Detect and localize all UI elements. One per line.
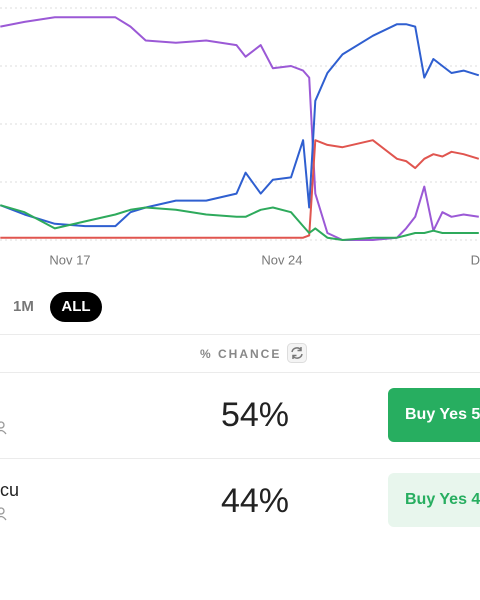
series-line xyxy=(0,204,479,241)
divider xyxy=(0,334,480,335)
chance-value: 44% xyxy=(220,482,290,520)
divider xyxy=(0,458,480,459)
divider xyxy=(0,372,480,373)
holder-icon xyxy=(0,421,7,435)
chance-value: 54% xyxy=(220,396,290,434)
series-line xyxy=(0,16,479,241)
outcome-name: cu xyxy=(0,480,20,500)
buy-yes-button[interactable]: Buy Yes 4 xyxy=(388,473,480,527)
chance-header: % CHANCE xyxy=(200,347,282,361)
holder-icon xyxy=(0,507,7,521)
chart: Nov 17 Nov 24 D xyxy=(0,7,480,267)
refresh-icon[interactable] xyxy=(287,343,307,363)
x-tick-label: Nov 24 xyxy=(261,252,302,267)
buy-yes-button[interactable]: Buy Yes 5 xyxy=(388,388,480,442)
range-1m[interactable]: 1M xyxy=(13,298,34,315)
series-line xyxy=(0,139,480,239)
series-line xyxy=(0,23,480,228)
range-all[interactable]: ALL xyxy=(50,292,102,322)
x-tick-label: D xyxy=(471,252,480,267)
x-tick-label: Nov 17 xyxy=(49,252,90,267)
